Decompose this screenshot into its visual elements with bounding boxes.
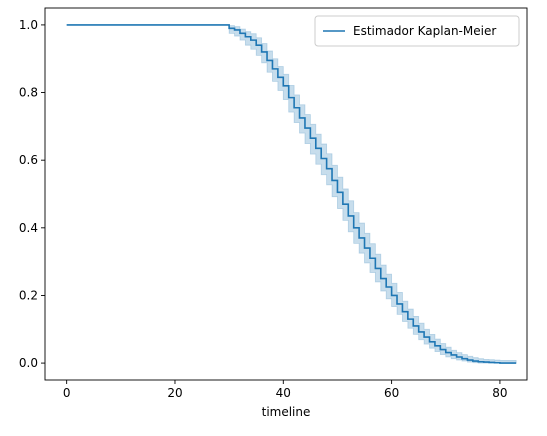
y-tick-label: 0.4 — [19, 221, 38, 235]
confidence-band — [66, 24, 517, 364]
x-tick-label: 80 — [492, 386, 507, 400]
y-tick-label: 0.6 — [19, 153, 38, 167]
y-tick-label: 1.0 — [19, 18, 38, 32]
legend-box — [314, 15, 520, 47]
x-tick-label: 20 — [167, 386, 182, 400]
x-tick-label: 40 — [276, 386, 291, 400]
y-axis-ticks: 0.0 0.2 0.4 0.6 0.8 1.0 — [19, 18, 45, 370]
y-tick-label: 0.0 — [19, 356, 38, 370]
plot-area — [44, 7, 528, 381]
legend-label: Estimador Kaplan-Meier — [353, 24, 496, 38]
x-tick-label: 0 — [63, 386, 71, 400]
axes-spines — [44, 7, 528, 381]
axes-frame — [44, 7, 528, 381]
survival-step-line — [66, 24, 517, 364]
x-tick-label: 60 — [384, 386, 399, 400]
legend: Estimador Kaplan-Meier — [314, 15, 520, 47]
y-tick-label: 0.2 — [19, 288, 38, 302]
x-axis-ticks: 0 20 40 60 80 — [63, 380, 508, 400]
survival-line-group — [66, 24, 517, 364]
confidence-band-group — [66, 24, 517, 364]
y-tick-label: 0.8 — [19, 86, 38, 100]
x-axis-label: timeline — [262, 405, 311, 419]
axes-background — [45, 8, 527, 380]
